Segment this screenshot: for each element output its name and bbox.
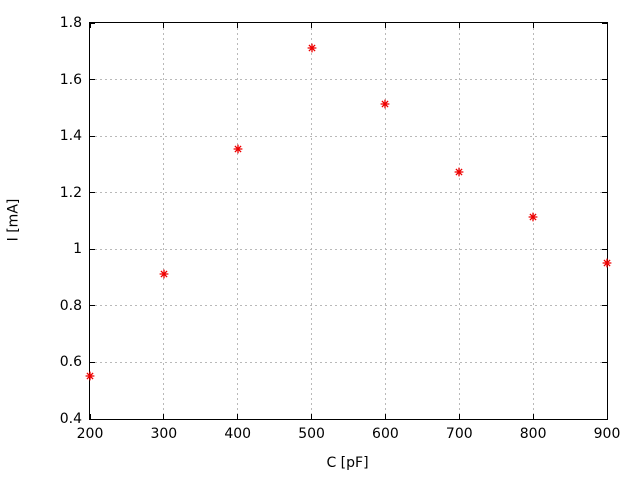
gridline-horizontal <box>90 248 607 250</box>
y-tick-label: 1.8 <box>59 15 82 31</box>
x-tick-mark <box>532 414 534 419</box>
y-tick-label: 1 <box>73 241 82 258</box>
y-tick-mark-mirror <box>602 361 607 363</box>
y-tick-mark <box>90 79 95 81</box>
x-tick-mark <box>458 414 460 419</box>
data-point <box>454 165 464 181</box>
y-tick-mark-mirror <box>602 79 607 81</box>
x-tick-label: 800 <box>519 426 547 442</box>
gridline-horizontal <box>90 135 607 137</box>
y-tick-mark-mirror <box>602 192 607 194</box>
y-tick-label: 0.6 <box>59 354 82 371</box>
data-point <box>307 41 317 57</box>
x-tick-label: 500 <box>298 426 325 442</box>
y-tick-mark-mirror <box>602 305 607 307</box>
x-axis-title-text: C [pF] <box>326 455 369 471</box>
gridline-horizontal <box>90 361 607 363</box>
y-tick-label: 0.4 <box>59 411 82 427</box>
gridline-vertical <box>384 23 386 419</box>
data-point <box>159 267 169 283</box>
x-tick-mark-mirror <box>532 23 534 28</box>
y-tick-label: 1.2 <box>59 184 82 201</box>
x-tick-label: 700 <box>445 426 473 442</box>
x-tick-mark-mirror <box>606 23 608 28</box>
y-tick-mark-mirror <box>602 135 607 137</box>
y-tick-mark <box>90 192 95 194</box>
x-tick-mark-mirror <box>89 23 91 28</box>
gridline-horizontal <box>90 192 607 194</box>
y-axis-title-text: I [mA] <box>5 198 21 242</box>
x-tick-mark <box>311 414 313 419</box>
y-tick-mark-mirror <box>602 22 607 24</box>
y-tick-label: 1.6 <box>59 71 82 88</box>
y-tick-mark-mirror <box>602 248 607 250</box>
y-tick-mark <box>90 305 95 307</box>
y-tick-mark <box>90 418 95 420</box>
x-tick-mark-mirror <box>311 23 313 28</box>
data-point <box>528 210 538 226</box>
data-point <box>233 142 243 158</box>
y-tick-label: 0.8 <box>59 297 82 314</box>
x-tick-label: 900 <box>593 426 621 442</box>
y-axis-title: I [mA] <box>0 22 26 418</box>
x-tick-mark-mirror <box>384 23 386 28</box>
x-tick-mark <box>237 414 239 419</box>
y-tick-mark <box>90 22 95 24</box>
x-tick-label: 400 <box>224 426 252 442</box>
gridline-horizontal <box>90 305 607 307</box>
y-tick-label: 1.4 <box>59 128 82 145</box>
x-tick-label: 300 <box>150 426 178 442</box>
data-point <box>602 256 612 272</box>
gridline-vertical <box>311 23 313 419</box>
x-tick-mark <box>384 414 386 419</box>
x-tick-label: 600 <box>372 426 399 442</box>
gridline-vertical <box>163 23 165 419</box>
data-point <box>380 97 390 113</box>
gridline-vertical <box>458 23 460 419</box>
gridline-horizontal <box>90 79 607 81</box>
y-tick-mark <box>90 361 95 363</box>
x-tick-mark <box>606 414 608 419</box>
x-tick-label: 200 <box>76 426 104 442</box>
x-tick-mark-mirror <box>458 23 460 28</box>
y-tick-mark <box>90 135 95 137</box>
y-tick-mark-mirror <box>602 418 607 420</box>
x-tick-mark-mirror <box>163 23 165 28</box>
gridline-vertical <box>237 23 239 419</box>
x-axis-title: C [pF] <box>89 455 606 471</box>
x-tick-mark <box>163 414 165 419</box>
plot-area: 200 300 400 500 600 700 800 900 0.4 0.6 0.8 1 1.2 1.4… <box>60 15 621 442</box>
x-tick-mark <box>89 414 91 419</box>
y-tick-mark <box>90 248 95 250</box>
data-point <box>85 369 95 385</box>
x-tick-mark-mirror <box>237 23 239 28</box>
